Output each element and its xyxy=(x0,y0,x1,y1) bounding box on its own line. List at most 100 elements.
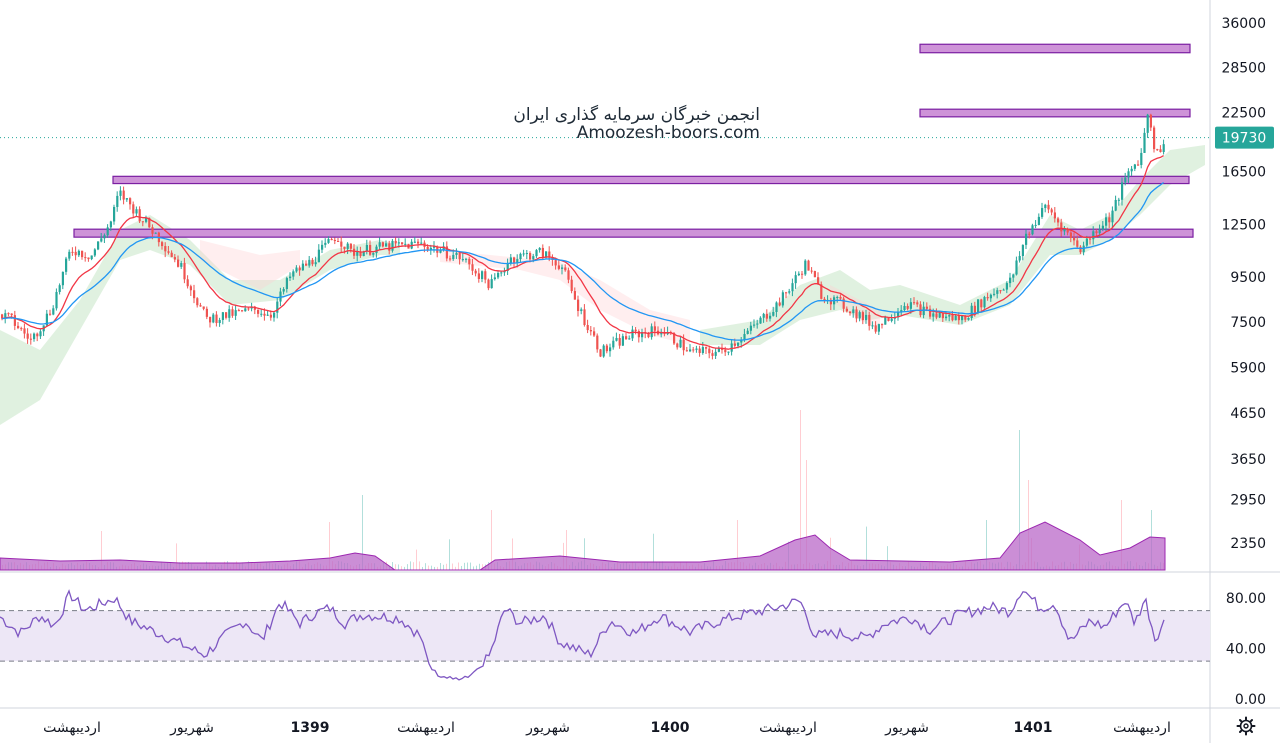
candle-body xyxy=(941,313,944,319)
candle-body xyxy=(765,313,768,319)
price-zone[interactable] xyxy=(73,228,1194,238)
candle-body xyxy=(858,312,861,319)
volume-bar xyxy=(407,564,408,570)
candle-body xyxy=(1085,238,1088,246)
candle-body xyxy=(266,314,269,316)
candle-body xyxy=(1025,233,1028,245)
candle-body xyxy=(762,313,765,318)
volume-bar xyxy=(1028,480,1029,570)
candle-body xyxy=(532,256,535,260)
volume-bar xyxy=(482,564,483,570)
candle-body xyxy=(781,292,784,306)
candle-body xyxy=(263,313,266,316)
price-tick-label: 3650 xyxy=(1230,452,1266,468)
candle-body xyxy=(305,263,308,266)
time-axis-label: شهریور xyxy=(884,720,929,736)
volume-bar xyxy=(476,565,477,570)
candle-body xyxy=(676,343,679,348)
candle-body xyxy=(385,243,388,247)
candle-body xyxy=(65,258,68,272)
candle-body xyxy=(452,254,455,260)
candle-body xyxy=(925,306,928,309)
candle-body xyxy=(1037,216,1040,225)
volume-bar xyxy=(512,538,513,570)
volume-bar xyxy=(737,520,738,570)
candle-body xyxy=(871,325,874,327)
candle-body xyxy=(327,239,330,243)
price-zone[interactable] xyxy=(112,175,1190,185)
ema-slow-line xyxy=(1,181,1165,341)
volume-bar xyxy=(401,566,402,570)
candle-body xyxy=(1076,240,1079,247)
candle-body xyxy=(29,338,32,340)
candle-body xyxy=(135,209,138,214)
candle-body xyxy=(180,262,183,267)
candle-body xyxy=(369,244,372,255)
candle-body xyxy=(855,309,858,319)
candle-body xyxy=(100,238,103,242)
candle-body xyxy=(887,317,890,321)
candle-body xyxy=(17,325,20,329)
candle-body xyxy=(45,313,48,326)
candle-body xyxy=(631,329,634,339)
candle-body xyxy=(276,301,279,313)
candle-body xyxy=(426,246,429,251)
candle-body xyxy=(890,318,893,321)
price-axis[interactable]: 36000 28500 22500 16500 12500 9500 7500 5900 465… xyxy=(1221,16,1266,552)
rsi-axis[interactable]: 80.00 40.00 0.00 xyxy=(1226,591,1266,708)
price-zone[interactable] xyxy=(919,43,1191,54)
candle-body xyxy=(298,267,301,271)
candle-body xyxy=(935,313,938,318)
cloud-green xyxy=(0,215,400,425)
candle-body xyxy=(381,242,384,247)
volume-bar xyxy=(458,562,459,570)
candle-body xyxy=(1018,255,1021,261)
candle-body xyxy=(836,296,839,298)
price-zone[interactable] xyxy=(919,108,1191,118)
candle-body xyxy=(1015,260,1018,275)
candle-body xyxy=(1098,229,1101,234)
price-tick-label: 2950 xyxy=(1230,493,1266,509)
volume-bar xyxy=(404,566,405,570)
candle-body xyxy=(1149,114,1152,128)
candle-body xyxy=(679,339,682,348)
candle-body xyxy=(977,299,980,313)
candle-body xyxy=(567,270,570,280)
candle-body xyxy=(173,257,176,260)
candle-body xyxy=(1073,237,1076,241)
candle-body xyxy=(730,343,733,352)
gear-icon[interactable] xyxy=(1236,716,1256,736)
time-axis[interactable]: اردیبهشت شهریور 1399 اردیبهشت شهریور 1400 اردی… xyxy=(43,720,1171,736)
candle-body xyxy=(1121,182,1124,200)
candle-body xyxy=(84,257,87,259)
candle-body xyxy=(74,251,77,256)
candle-body xyxy=(733,343,736,346)
volume-bar xyxy=(410,561,411,570)
candle-body xyxy=(1034,224,1037,226)
candle-body xyxy=(999,290,1002,292)
candle-body xyxy=(401,242,404,245)
candle-body xyxy=(788,291,791,293)
candle-body xyxy=(391,240,394,251)
candle-body xyxy=(996,290,999,294)
candle-body xyxy=(221,312,224,320)
time-axis-label: اردیبهشت xyxy=(397,720,455,736)
candle-body xyxy=(122,190,125,200)
candle-body xyxy=(413,241,416,243)
volume-bar xyxy=(491,510,492,570)
candle-body xyxy=(903,305,906,311)
candle-body xyxy=(282,289,285,292)
candle-body xyxy=(1143,132,1146,153)
candle-body xyxy=(253,306,256,310)
candle-body xyxy=(618,337,621,346)
candle-body xyxy=(474,270,477,274)
candle-body xyxy=(612,340,615,348)
candle-body xyxy=(81,250,84,258)
candle-body xyxy=(529,253,532,260)
candle-body xyxy=(1031,225,1034,235)
candle-body xyxy=(951,315,954,321)
candle-body xyxy=(244,308,247,312)
candle-body xyxy=(573,291,576,300)
zones-layer xyxy=(73,43,1194,238)
candle-body xyxy=(724,349,727,353)
